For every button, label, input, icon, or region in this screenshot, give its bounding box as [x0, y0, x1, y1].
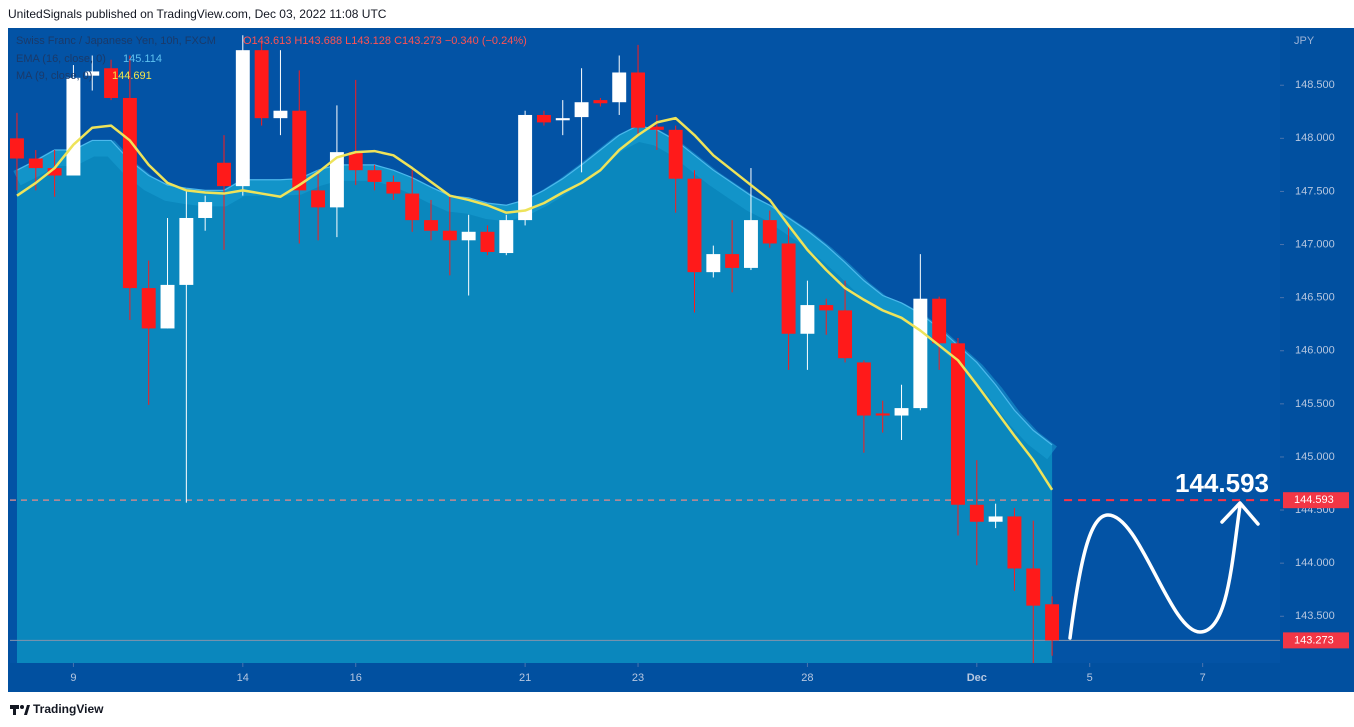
candle-body [612, 72, 627, 103]
target-price-label: 144.593 [1294, 494, 1334, 506]
candle-body [838, 310, 853, 359]
candle-body [28, 158, 43, 169]
x-tick-label: 5 [1087, 672, 1093, 684]
candle-body [668, 129, 683, 179]
plot-layer: 148.500 148.000 147.500 147.000 146.500 146.0… [10, 35, 1335, 684]
candle-body [1026, 568, 1041, 606]
target-annotation: 144.593 [1175, 468, 1269, 498]
candle-body [386, 181, 401, 194]
candle-body [856, 362, 871, 416]
candle-body [10, 138, 24, 159]
x-tick-label: 21 [519, 672, 531, 684]
candle-body [499, 220, 514, 254]
ema-line [16, 124, 1053, 446]
candle-body [217, 162, 231, 187]
candle-body [480, 231, 495, 252]
x-tick-label: 7 [1200, 672, 1206, 684]
candle-body [461, 231, 476, 241]
candle-body [555, 118, 570, 121]
candle-body [424, 220, 438, 231]
y-tick-label: 147.000 [1295, 238, 1335, 250]
x-tick-label: 28 [801, 672, 813, 684]
legend-symbol: Swiss Franc / Japanese Yen, 10h, FXCM [16, 35, 216, 47]
candle-body [122, 97, 137, 289]
candle-body [1045, 604, 1060, 641]
candle-body [66, 77, 81, 176]
target-price-box [1283, 492, 1349, 509]
candle-body [235, 50, 250, 187]
x-tick-label: 9 [70, 672, 76, 684]
drawn-arrowhead [1220, 501, 1260, 526]
y-tick-label: 148.500 [1295, 79, 1335, 91]
y-tick-label: 143.500 [1295, 610, 1335, 622]
legend-ma: MA (9, close, 0) [16, 70, 92, 82]
y-tick-label: 148.000 [1295, 132, 1335, 144]
legend-ohlc: O143.613 H143.688 L143.128 C143.273 −0.3… [243, 35, 527, 47]
candle-body [198, 202, 213, 218]
candle-body [329, 152, 344, 208]
candle-body [649, 126, 664, 130]
currency-label: JPY [1294, 35, 1315, 47]
candle-body [518, 114, 533, 221]
publish-header: UnitedSignals published on TradingView.c… [8, 7, 387, 21]
candle-body [104, 68, 119, 98]
candle-body [254, 50, 269, 119]
x-tick-label: 16 [350, 672, 362, 684]
candle-body [141, 288, 156, 329]
y-tick-label: 144.000 [1295, 557, 1335, 569]
candle-body [160, 284, 175, 329]
candle-body [988, 516, 1003, 522]
candle-body [292, 110, 307, 191]
candle-body [273, 110, 288, 119]
y-tick-label: 145.500 [1295, 398, 1335, 410]
candle-body [969, 504, 984, 522]
candle-body [781, 243, 796, 334]
candle-body [1007, 516, 1022, 569]
candle-body [85, 71, 100, 76]
legend-ema: EMA (16, close, 0) [16, 53, 106, 65]
candle-body [311, 190, 326, 208]
candle-body [743, 220, 758, 268]
candle-body [913, 298, 928, 409]
candle-body [762, 220, 777, 244]
drawn-curve [1068, 504, 1242, 640]
tradingview-logo [10, 705, 30, 715]
legend-ema-value: 145.114 [123, 53, 162, 65]
candle-body [951, 343, 965, 505]
y-tick-label: 145.000 [1295, 451, 1335, 463]
candle-body [894, 408, 909, 416]
x-tick-label: Dec [967, 672, 987, 684]
candle-body [574, 102, 589, 118]
legend-ma-value: 144.691 [112, 70, 152, 82]
candle-body [819, 305, 834, 311]
footer-brand: TradingView [33, 702, 104, 716]
y-tick-label: 147.500 [1295, 185, 1335, 197]
ema-band [13, 125, 1057, 460]
candle-body [536, 114, 551, 123]
candle-body [179, 217, 194, 285]
candle-body [348, 152, 363, 171]
ma-line [16, 116, 1054, 491]
candle-body [47, 168, 62, 176]
candle-body [631, 72, 645, 128]
last-price-label: 143.273 [1294, 634, 1334, 646]
x-tick-label: 23 [632, 672, 644, 684]
y-tick-label: 146.500 [1295, 292, 1335, 304]
candle-body [367, 170, 382, 182]
candle-body [800, 305, 815, 334]
y-tick-label: 146.000 [1295, 345, 1335, 357]
last-price-box [1283, 632, 1349, 649]
x-tick-label: 14 [237, 672, 249, 684]
candle-body [875, 413, 890, 416]
candle-body [932, 298, 947, 344]
candle-body [725, 254, 740, 268]
candle-body [442, 230, 457, 241]
candle-body [593, 100, 608, 104]
candle-body [706, 254, 721, 273]
candle-body [687, 178, 702, 273]
candle-body [405, 193, 420, 221]
